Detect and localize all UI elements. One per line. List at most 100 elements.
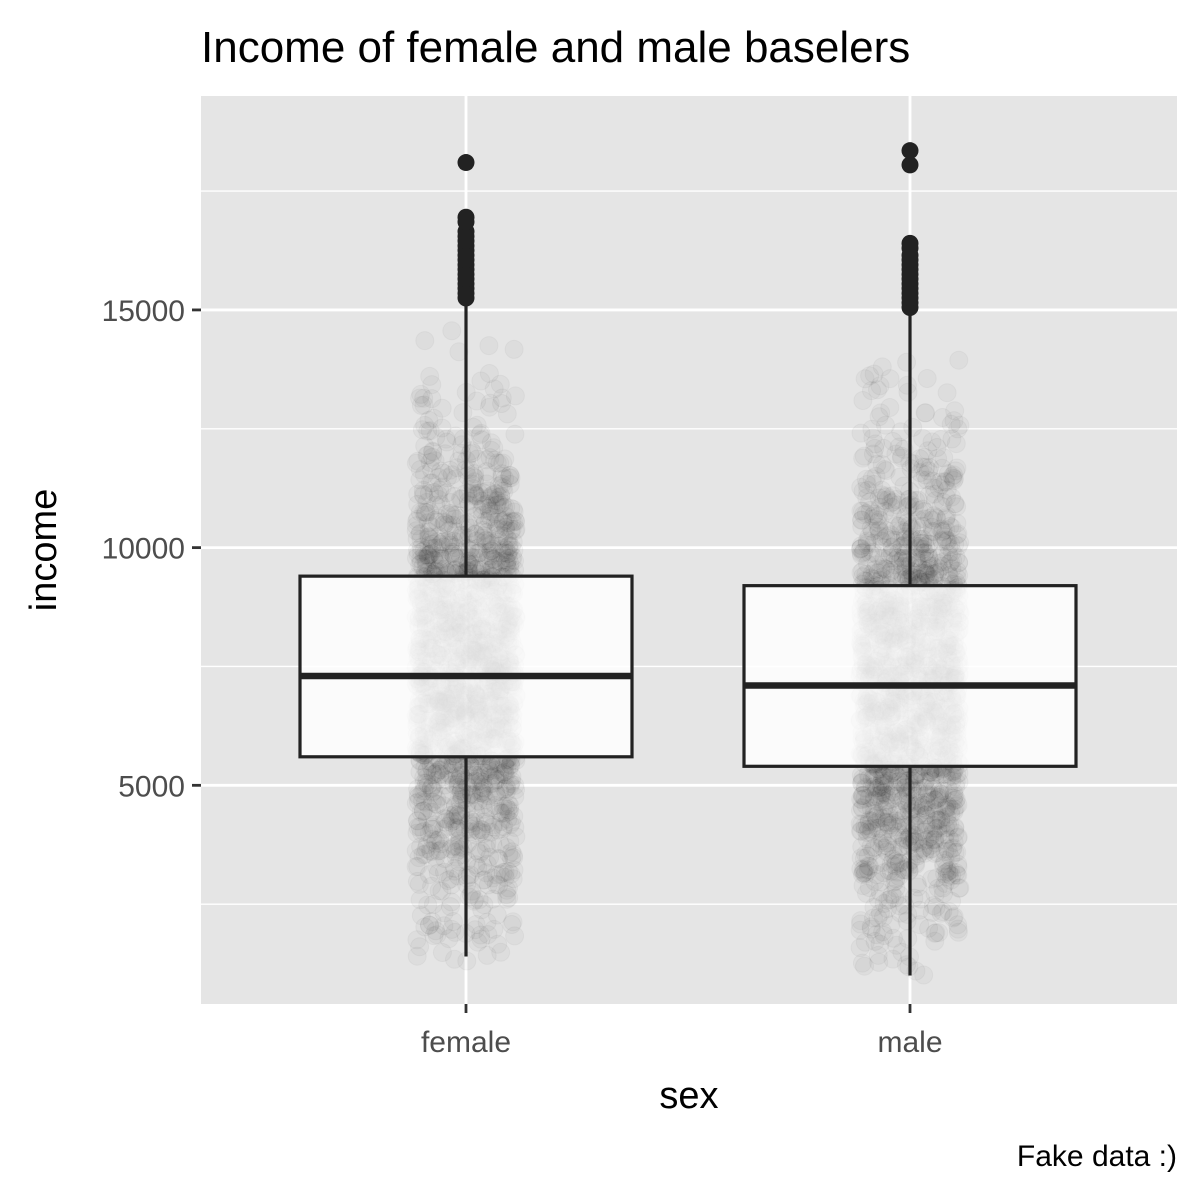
jitter-point	[885, 929, 903, 947]
jitter-point	[412, 550, 430, 568]
jitter-point	[500, 889, 518, 907]
jitter-point	[950, 351, 968, 369]
jitter-point	[918, 370, 936, 388]
jitter-point	[421, 422, 439, 440]
jitter-point	[857, 796, 875, 814]
jitter-point	[918, 552, 936, 570]
jitter-point	[481, 394, 499, 412]
jitter-point	[416, 332, 434, 350]
x-tick-label: male	[877, 1026, 942, 1059]
jitter-point	[407, 454, 425, 472]
x-axis-title: sex	[659, 1075, 718, 1117]
chart-caption: Fake data :)	[1017, 1140, 1177, 1173]
jitter-point	[926, 485, 944, 503]
jitter-point	[497, 498, 515, 516]
jitter-point	[439, 817, 457, 835]
jitter-point	[421, 916, 439, 934]
jitter-point	[875, 439, 893, 457]
y-tick-label: 15000	[102, 295, 185, 328]
jitter-point	[881, 399, 899, 417]
jitter-point	[480, 337, 498, 355]
jitter-point	[940, 903, 958, 921]
jitter-point	[441, 786, 459, 804]
outlier-point	[901, 234, 919, 252]
jitter-point	[898, 956, 916, 974]
jitter-point	[495, 527, 513, 545]
jitter-point	[477, 864, 495, 882]
jitter-point	[949, 920, 967, 938]
jitter-point	[447, 427, 465, 445]
x-tick-label: female	[421, 1026, 511, 1059]
jitter-point	[870, 511, 888, 529]
jitter-point	[423, 877, 441, 895]
jitter-point	[421, 367, 439, 385]
jitter-point	[882, 531, 900, 549]
jitter-point	[417, 504, 435, 522]
jitter-point	[506, 552, 524, 570]
jitter-point	[937, 801, 955, 819]
jitter-point	[475, 896, 493, 914]
jitter-point	[946, 495, 964, 513]
plot-panel	[201, 96, 1177, 1004]
jitter-point	[506, 425, 524, 443]
jitter-point	[892, 904, 910, 922]
jitter-point	[424, 442, 442, 460]
boxes	[298, 142, 1078, 976]
jitter-point	[859, 847, 877, 865]
jitter-point	[505, 861, 523, 879]
jitter-point	[411, 471, 429, 489]
jitter-point	[443, 920, 461, 938]
jitter-point	[453, 490, 471, 508]
jitter-point	[476, 813, 494, 831]
jitter-point	[856, 957, 874, 975]
jitter-point	[409, 858, 427, 876]
outlier-point	[901, 156, 919, 174]
jitter-point	[469, 544, 487, 562]
jitter-point	[433, 944, 451, 962]
jitter-point	[454, 404, 472, 422]
jitter-point	[948, 562, 966, 580]
jitter-point	[938, 384, 956, 402]
jitter-point	[916, 404, 934, 422]
jitter-point	[860, 528, 878, 546]
jitter-point	[878, 834, 896, 852]
jitter-point	[441, 461, 459, 479]
jitter-point	[877, 487, 895, 505]
y-axis-title: income	[23, 489, 65, 612]
jitter-point	[860, 879, 878, 897]
jitter-point	[933, 459, 951, 477]
jitter-point	[875, 895, 893, 913]
box-iqr	[742, 584, 1078, 768]
y-tick-label: 5000	[118, 770, 185, 803]
jitter-point	[435, 513, 453, 531]
jitter-point	[503, 916, 521, 934]
jitter-point	[898, 353, 916, 371]
jitter-point	[497, 783, 515, 801]
jitter-point	[858, 476, 876, 494]
jitter-point	[906, 826, 924, 844]
axes: 5000 10000 15000 female male	[102, 295, 943, 1059]
jitter-point	[942, 415, 960, 433]
jitter-point	[898, 551, 916, 569]
jitter-point	[852, 915, 870, 933]
jitter-point	[863, 420, 881, 438]
jitter-point	[936, 874, 954, 892]
jitter-point	[412, 531, 430, 549]
outlier-point	[901, 142, 919, 160]
jitter-point	[423, 803, 441, 821]
jitter-point	[501, 832, 519, 850]
jitter-point	[422, 843, 440, 861]
jitter-point	[501, 466, 519, 484]
jitter-point	[937, 511, 955, 529]
jitter-point	[866, 769, 884, 787]
jitter-point	[472, 372, 490, 390]
jitter-point	[446, 539, 464, 557]
jitter-point	[914, 429, 932, 447]
jitter-point	[935, 855, 953, 873]
jitter-point	[473, 431, 491, 449]
jitter-point	[898, 376, 916, 394]
jitter-point	[886, 857, 904, 875]
jitter-point	[505, 340, 523, 358]
